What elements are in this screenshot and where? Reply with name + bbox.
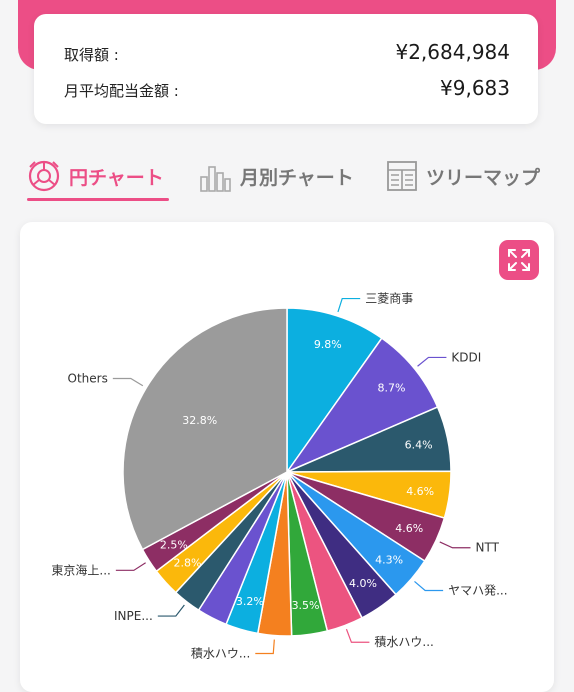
active-tab-indicator <box>27 198 169 201</box>
slice-percent-label: 3.5% <box>292 599 320 612</box>
slice-name-label: 積水ハウ... <box>374 634 433 649</box>
tab-treemap[interactable]: ツリーマップ <box>386 156 540 196</box>
slice-name-label: 東京海上... <box>51 562 110 577</box>
bar-chart-icon <box>200 166 231 192</box>
monthly-dividend-label: 月平均配当金額 : <box>64 82 179 100</box>
expand-icon <box>508 249 530 271</box>
slice-percent-label: 4.6% <box>406 485 434 498</box>
slice-name-label: NTT <box>475 541 499 555</box>
acquisition-row: 取得額 : ¥2,684,984 <box>64 40 510 68</box>
pie-chart: 9.8% 三菱商事 8.7% KDDI 6.4% 4.6% 4.6% NTT 4.3% ヤマハ発.… <box>51 291 507 661</box>
slice-leader-line <box>414 580 444 592</box>
pie-chart-card: 9.8% 三菱商事 8.7% KDDI 6.4% 4.6% 4.6% NTT 4.3% ヤマハ発.… <box>20 222 554 692</box>
slice-percent-label: 6.4% <box>405 438 433 451</box>
slice-percent-label: 8.7% <box>378 381 406 394</box>
monthly-dividend-value: ¥9,683 <box>440 76 510 100</box>
pie-slice[interactable] <box>286 307 383 475</box>
slice-percent-label: 2.5% <box>160 539 188 552</box>
pie-slice[interactable] <box>284 337 439 474</box>
pie-slice[interactable] <box>122 307 288 551</box>
slice-leader-line <box>112 377 144 387</box>
slice-leader-line <box>417 356 447 367</box>
chart-type-tabs: 円チャート 月別チャート ツリーマップ <box>0 150 574 206</box>
slice-leader-line <box>439 541 471 549</box>
tab-pie-chart[interactable]: 円チャート <box>27 156 164 196</box>
slice-name-label: INPE... <box>114 609 153 623</box>
slice-percent-label: 32.8% <box>182 414 217 427</box>
acquisition-value: ¥2,684,984 <box>395 40 510 64</box>
tab-monthly-chart[interactable]: 月別チャート <box>198 156 354 196</box>
slice-leader-line <box>345 628 370 643</box>
slice-name-label: 積水ハウ... <box>191 645 250 660</box>
treemap-icon <box>387 161 417 191</box>
slice-percent-label: 4.3% <box>375 554 403 567</box>
tab-monthly-chart-label: 月別チャート <box>240 166 354 189</box>
slice-percent-label: 4.6% <box>395 522 423 535</box>
slice-leader-line <box>115 562 146 571</box>
slice-name-label: Others <box>68 372 108 386</box>
monthly-dividend-row: 月平均配当金額 : ¥9,683 <box>64 76 510 104</box>
slice-leader-line <box>255 639 275 655</box>
tab-treemap-label: ツリーマップ <box>426 166 541 189</box>
slice-leader-line <box>337 297 361 313</box>
pie-chart-icon <box>28 160 60 192</box>
slice-percent-label: 3.2% <box>236 595 264 608</box>
acquisition-label: 取得額 : <box>64 46 119 64</box>
slice-name-label: KDDI <box>451 350 481 364</box>
slice-percent-label: 9.8% <box>314 338 342 351</box>
slice-percent-label: 4.0% <box>349 577 377 590</box>
slice-leader-line <box>157 604 185 617</box>
tab-pie-chart-label: 円チャート <box>69 166 164 189</box>
slice-percent-label: 2.8% <box>173 556 201 569</box>
portfolio-summary-card: 取得額 : ¥2,684,984 月平均配当金額 : ¥9,683 <box>34 14 538 124</box>
slice-name-label: 三菱商事 <box>365 291 413 306</box>
slice-name-label: ヤマハ発... <box>448 584 507 598</box>
expand-chart-button[interactable] <box>499 240 539 280</box>
